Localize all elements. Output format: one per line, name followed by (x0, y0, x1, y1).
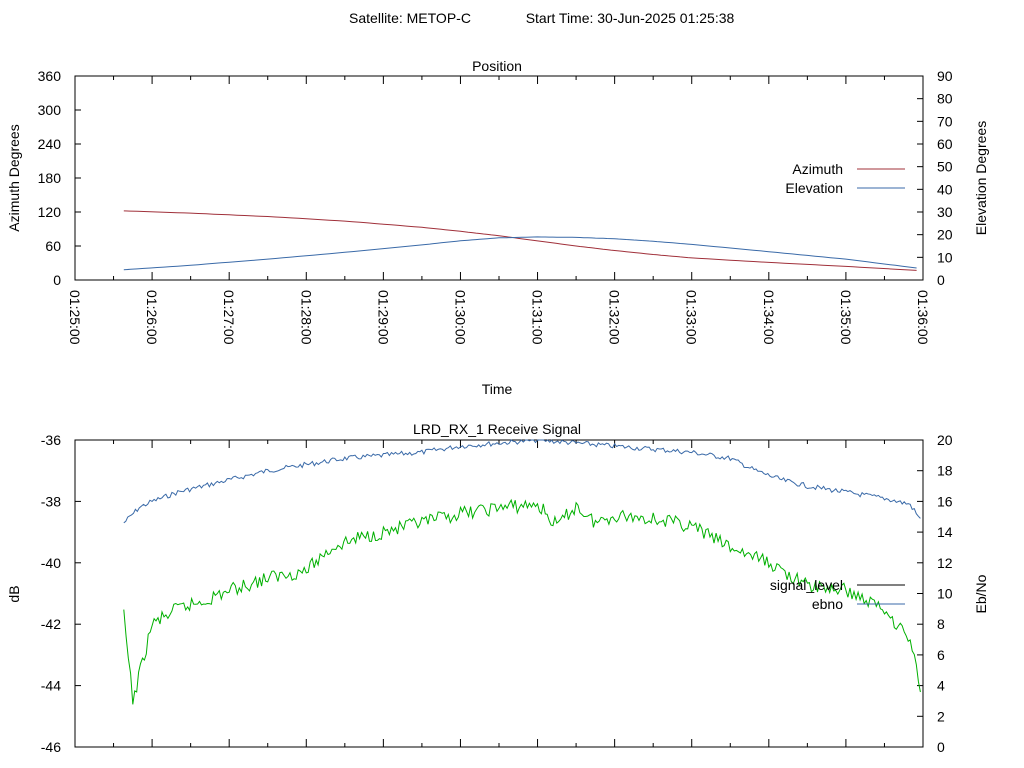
position-left-axis: 0 60 120 180 240 300 360 (38, 68, 81, 288)
azimuth-axis-label: Azimuth Degrees (6, 124, 22, 231)
y2-tick-label: 12 (937, 555, 953, 571)
y2-tick-label: 2 (937, 708, 945, 724)
y2-tick-label: 20 (937, 227, 953, 243)
receive-chart-title: LRD_RX_1 Receive Signal (413, 421, 581, 437)
x-tick-label: 01:33:00 (684, 290, 700, 345)
y2-tick-label: 6 (937, 647, 945, 663)
x-tick-label: 01:35:00 (838, 290, 854, 345)
y2-tick-label: 70 (937, 113, 953, 129)
y-tick-label: -46 (41, 739, 61, 755)
ebno-axis-label: Eb/No (973, 574, 989, 613)
y2-tick-label: 60 (937, 136, 953, 152)
y2-tick-label: 20 (937, 432, 953, 448)
x-tick-label: 01:34:00 (761, 290, 777, 345)
y-tick-label: -42 (41, 616, 61, 632)
y-tick-label: 0 (53, 272, 61, 288)
legend-ebno-label: ebno (812, 596, 843, 612)
y2-tick-label: 8 (937, 616, 945, 632)
legend-azimuth-label: Azimuth (792, 161, 843, 177)
y2-tick-label: 30 (937, 204, 953, 220)
x-tick-label: 01:28:00 (298, 290, 314, 345)
y-tick-label: -40 (41, 555, 61, 571)
legend-signal-level-label: signal_level (770, 577, 843, 593)
y2-tick-label: 50 (937, 159, 953, 175)
y-tick-label: 120 (38, 204, 62, 220)
series-line-Azimuth (123, 210, 917, 271)
y-tick-label: -44 (41, 678, 61, 694)
start-time-label: Start Time: 30-Jun-2025 01:25:38 (526, 10, 735, 26)
series-line-ebno (123, 498, 921, 705)
y2-tick-label: 0 (937, 739, 945, 755)
receive-legend: signal_level ebno (770, 577, 905, 612)
y2-tick-label: 10 (937, 249, 953, 265)
position-right-axis: 0 10 20 30 40 50 60 70 80 90 (917, 68, 953, 288)
position-chart: Position 0 60 120 180 240 300 360 0 10 20 30 40 50 6… (6, 58, 989, 397)
y2-tick-label: 90 (937, 68, 953, 84)
series-line-signal-level (123, 439, 921, 524)
y-tick-label: -38 (41, 493, 61, 509)
x-tick-label: 01:25:00 (67, 290, 83, 345)
satellite-label: Satellite: METOP-C (349, 10, 471, 26)
receive-signal-chart: LRD_RX_1 Receive Signal -46-44-42-40-38-… (6, 421, 989, 755)
y-tick-label: 60 (45, 238, 61, 254)
elevation-axis-label: Elevation Degrees (973, 121, 989, 235)
y2-tick-label: 14 (937, 524, 953, 540)
x-tick-label: 01:30:00 (452, 290, 468, 345)
receive-time-axis (74, 440, 924, 747)
x-tick-label: 01:36:00 (915, 290, 931, 345)
x-tick-label: 01:26:00 (144, 290, 160, 345)
position-legend: Azimuth Elevation (785, 161, 905, 196)
x-tick-label: 01:29:00 (375, 290, 391, 345)
y2-tick-label: 16 (937, 493, 953, 509)
receive-right-axis: 0 2 4 6 8 10 12 14 16 18 20 (917, 432, 953, 755)
receive-plot-frame (74, 439, 924, 748)
position-chart-title: Position (472, 58, 522, 74)
receive-series (123, 439, 921, 705)
series-line-Elevation (123, 236, 917, 271)
y2-tick-label: 0 (937, 272, 945, 288)
x-tick-label: 01:27:00 (221, 290, 237, 345)
position-series (123, 210, 917, 271)
receive-left-axis: -46 -44 -42 -40 -38 -36 (41, 432, 81, 755)
y-tick-label: -36 (41, 432, 61, 448)
y-tick-label: 360 (38, 68, 62, 84)
db-axis-label: dB (6, 585, 22, 602)
y2-tick-label: 10 (937, 586, 953, 602)
y-tick-label: 240 (38, 136, 62, 152)
x-tick-label: 01:32:00 (607, 290, 623, 345)
y2-tick-label: 40 (937, 181, 953, 197)
legend-elevation-label: Elevation (785, 180, 843, 196)
y2-tick-label: 18 (937, 463, 953, 479)
y-tick-label: 180 (38, 170, 62, 186)
x-tick-label: 01:31:00 (530, 290, 546, 345)
position-time-axis: 01:25:00 01:26:00 01:27:00 01:28:00 01:29:00… (67, 76, 931, 345)
position-plot-frame (74, 75, 924, 281)
y2-tick-label: 80 (937, 91, 953, 107)
time-axis-label: Time (482, 381, 513, 397)
y-tick-label: 300 (38, 102, 62, 118)
y2-tick-label: 4 (937, 678, 945, 694)
